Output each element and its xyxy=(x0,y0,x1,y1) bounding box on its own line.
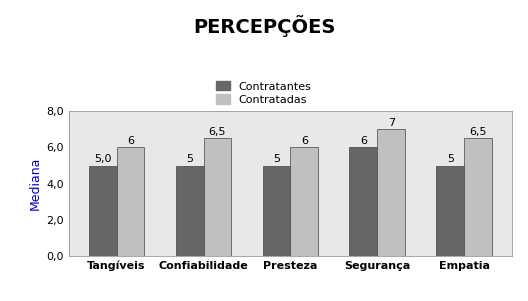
Bar xyxy=(350,147,378,256)
Y-axis label: Mediana: Mediana xyxy=(29,157,42,210)
Bar xyxy=(203,138,231,256)
Text: 6,5: 6,5 xyxy=(209,127,226,137)
Bar xyxy=(464,138,492,256)
Text: PERCEPÇÕES: PERCEPÇÕES xyxy=(193,15,335,37)
Text: 5: 5 xyxy=(447,154,454,164)
Bar xyxy=(262,166,290,256)
Bar xyxy=(436,166,464,256)
Bar xyxy=(117,147,145,256)
Bar xyxy=(89,166,117,256)
Text: 6: 6 xyxy=(127,136,134,146)
Bar xyxy=(176,166,203,256)
Text: 5: 5 xyxy=(273,154,280,164)
Text: 5: 5 xyxy=(186,154,193,164)
Text: 7: 7 xyxy=(388,118,395,128)
Text: 6: 6 xyxy=(301,136,308,146)
Bar xyxy=(290,147,318,256)
Text: 6,5: 6,5 xyxy=(469,127,487,137)
Text: 5,0: 5,0 xyxy=(94,154,111,164)
Text: 6: 6 xyxy=(360,136,367,146)
Legend: Contratantes, Contratadas: Contratantes, Contratadas xyxy=(213,78,315,108)
Bar xyxy=(378,129,405,256)
